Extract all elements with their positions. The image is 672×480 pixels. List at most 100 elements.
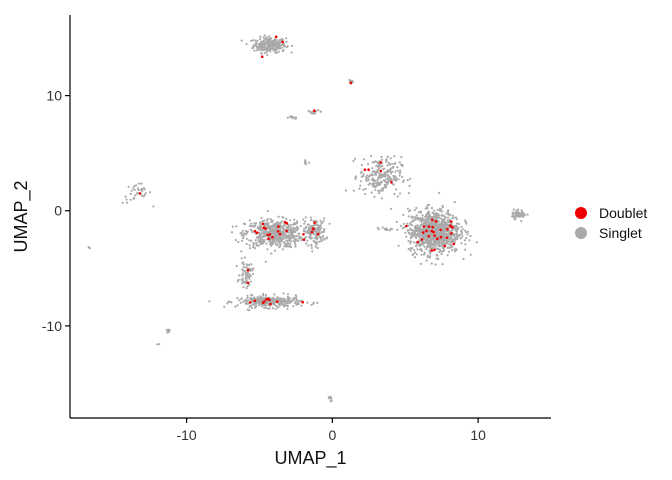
- singlet-point: [293, 219, 295, 221]
- singlet-point: [371, 167, 373, 169]
- singlet-point: [242, 278, 244, 280]
- singlet-point: [250, 240, 252, 242]
- singlet-point: [250, 270, 252, 272]
- doublet-point: [449, 224, 452, 227]
- doublet-point: [446, 228, 449, 231]
- singlet-point: [269, 230, 271, 232]
- singlet-point: [402, 214, 404, 216]
- singlet-point: [430, 245, 432, 247]
- singlet-point: [408, 210, 410, 212]
- singlet-point: [262, 242, 264, 244]
- singlet-point: [245, 282, 247, 284]
- singlet-point: [397, 170, 399, 172]
- singlet-point: [248, 275, 250, 277]
- doublet-point: [265, 298, 268, 301]
- singlet-point: [238, 274, 240, 276]
- doublet-point: [261, 55, 264, 58]
- singlet-point: [283, 45, 285, 47]
- singlet-point: [419, 217, 421, 219]
- singlet-point: [274, 239, 276, 241]
- singlet-point: [261, 232, 263, 234]
- singlet-point: [409, 222, 411, 224]
- singlet-point: [447, 217, 449, 219]
- singlet-point: [287, 117, 289, 119]
- singlet-point: [290, 224, 292, 226]
- singlet-point: [326, 237, 328, 239]
- singlet-point: [428, 211, 430, 213]
- singlet-point: [385, 186, 387, 188]
- singlet-point: [390, 228, 392, 230]
- singlet-point: [450, 230, 452, 232]
- singlet-point: [425, 218, 427, 220]
- singlet-point: [387, 156, 389, 158]
- singlet-point: [276, 305, 278, 307]
- singlet-point: [256, 40, 258, 42]
- singlet-point: [283, 234, 285, 236]
- singlet-point: [140, 183, 142, 185]
- singlet-point: [428, 250, 430, 252]
- singlet-point: [403, 223, 405, 225]
- x-tick-label: 0: [328, 427, 336, 443]
- singlet-point: [399, 170, 401, 172]
- singlet-point: [241, 262, 243, 264]
- singlet-point: [253, 226, 255, 228]
- singlet-point: [382, 168, 384, 170]
- singlet-point: [301, 305, 303, 307]
- singlet-point: [527, 214, 529, 216]
- singlet-point: [410, 236, 412, 238]
- doublet-point: [431, 249, 434, 252]
- doublet-point: [390, 181, 393, 184]
- singlet-point: [89, 247, 91, 249]
- singlet-point: [404, 232, 406, 234]
- y-tick-label: 0: [54, 203, 62, 219]
- singlet-point: [261, 217, 263, 219]
- singlet-point: [285, 37, 287, 39]
- singlet-point: [279, 303, 281, 305]
- singlet-point: [145, 192, 147, 194]
- singlet-point: [295, 116, 297, 118]
- singlet-point: [375, 185, 377, 187]
- doublet-point: [249, 301, 252, 304]
- singlet-point: [271, 225, 273, 227]
- singlet-point: [462, 258, 464, 260]
- singlet-point: [438, 225, 440, 227]
- singlet-point: [409, 185, 411, 187]
- singlet-point: [372, 174, 374, 176]
- singlet-point: [282, 248, 284, 250]
- points-layer: [88, 34, 529, 402]
- singlet-point: [270, 241, 272, 243]
- singlet-point: [378, 192, 380, 194]
- singlet-point: [269, 40, 271, 42]
- singlet-point: [279, 228, 281, 230]
- singlet-point: [303, 223, 305, 225]
- singlet-point: [416, 214, 418, 216]
- singlet-point: [443, 241, 445, 243]
- singlet-point: [524, 214, 526, 216]
- singlet-point: [461, 231, 463, 233]
- singlet-point: [126, 202, 128, 204]
- singlet-point: [245, 230, 247, 232]
- singlet-point: [260, 226, 262, 228]
- doublet-point: [423, 225, 426, 228]
- singlet-point: [131, 190, 133, 192]
- singlet-point: [267, 47, 269, 49]
- x-tick-label: 10: [470, 427, 486, 443]
- singlet-point: [122, 202, 124, 204]
- singlet-point: [427, 216, 429, 218]
- singlet-point: [442, 206, 444, 208]
- singlet-point: [422, 219, 424, 221]
- doublet-point: [312, 227, 315, 230]
- singlet-point: [293, 228, 295, 230]
- doublet-point: [421, 238, 424, 241]
- singlet-point: [462, 228, 464, 230]
- singlet-point: [243, 299, 245, 301]
- singlet-point: [365, 176, 367, 178]
- singlet-point: [311, 247, 313, 249]
- singlet-point: [267, 218, 269, 220]
- singlet-point: [272, 45, 274, 47]
- singlet-point: [245, 275, 247, 277]
- singlet-point: [270, 220, 272, 222]
- singlet-point: [395, 188, 397, 190]
- singlet-point: [403, 179, 405, 181]
- singlet-point: [305, 242, 307, 244]
